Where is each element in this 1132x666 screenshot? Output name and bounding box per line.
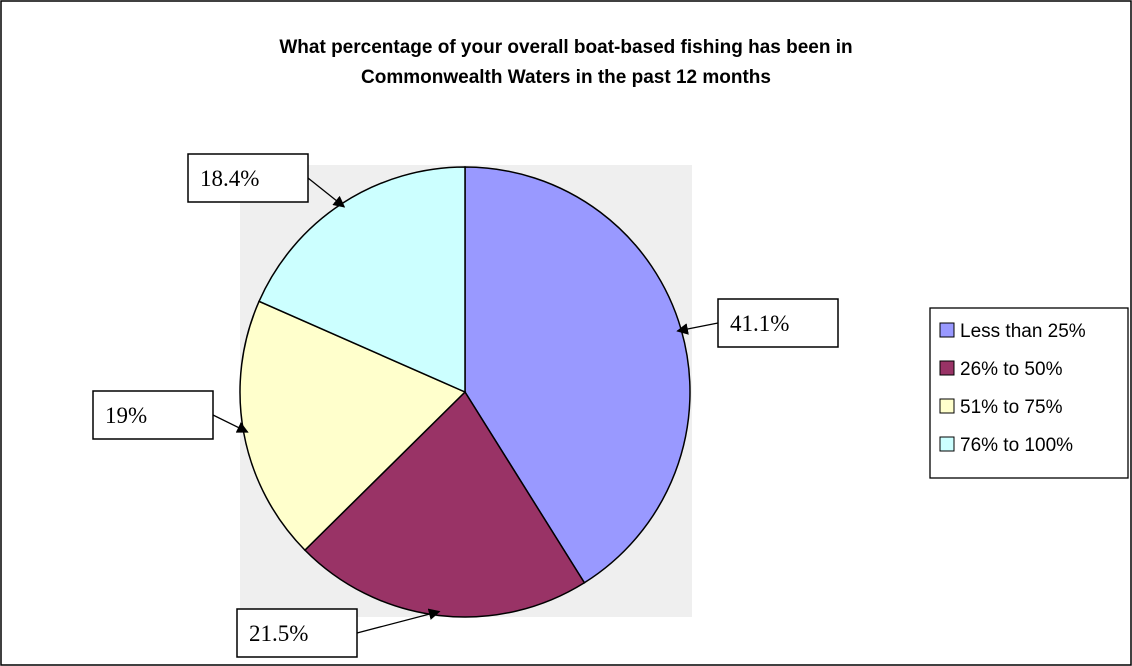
leader-line-76-to-100 [307,177,346,208]
pie-slices [239,166,691,618]
legend-label-76-to-100: 76% to 100% [960,435,1073,456]
chart-title-line-2: Commonwealth Waters in the past 12 month… [361,67,771,88]
legend-swatch-26-to-50 [939,360,955,376]
data-label-76-to-100: 18.4% [200,166,259,191]
legend-swatch-less-than-25 [939,322,955,338]
pie-slice-51-to-75 [239,300,467,552]
legend: Less than 25% 26% to 50% 51% to 75% 76% to … [929,307,1129,479]
leader-line-26-to-50 [356,608,441,634]
leader-line-51-to-75 [212,414,249,433]
data-label-box-26-to-50 [236,608,358,658]
leader-line-less-than-25 [676,322,719,335]
data-label-box-less-than-25 [717,298,839,348]
legend-box [929,307,1129,479]
data-label-box-76-to-100 [187,153,309,203]
legend-swatch-51-to-75 [939,398,955,414]
data-label-less-than-25: 41.1% [730,311,789,336]
data-label-box-51-to-75 [92,390,214,440]
data-labels: 41.1% 21.5% 19% 18.4% [92,153,839,658]
legend-label-less-than-25: Less than 25% [960,321,1086,342]
legend-label-51-to-75: 51% to 75% [960,397,1063,418]
data-label-51-to-75: 19% [105,403,147,428]
chart-title-line-1: What percentage of your overall boat-bas… [279,37,852,58]
leader-lines [212,177,719,634]
data-label-26-to-50: 21.5% [249,621,308,646]
legend-label-26-to-50: 26% to 50% [960,359,1063,380]
legend-swatch-76-to-100 [939,436,955,452]
